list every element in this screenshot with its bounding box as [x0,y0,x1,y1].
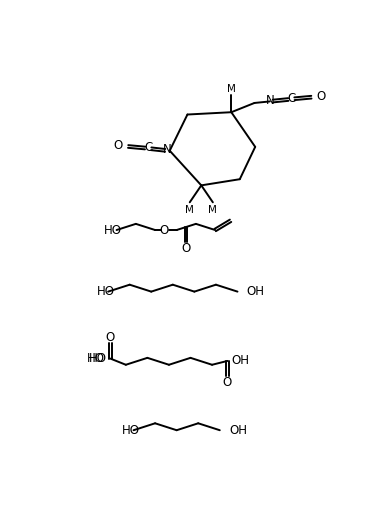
Text: M: M [185,205,194,215]
Text: OH: OH [247,285,265,298]
Text: HO: HO [88,352,106,365]
Text: O: O [181,242,190,255]
Text: O: O [106,330,115,343]
Text: C: C [144,141,152,154]
Text: O: O [160,224,169,237]
Text: C: C [287,92,296,105]
Text: O: O [223,376,232,389]
Text: OH: OH [229,424,247,437]
Text: N: N [265,94,274,107]
Text: HO: HO [87,352,105,365]
Text: O: O [317,90,326,103]
Text: HO: HO [122,424,140,437]
Text: N: N [163,143,172,156]
Text: OH: OH [231,354,249,367]
Text: M: M [208,205,217,215]
Text: O: O [113,139,123,152]
Text: HO: HO [104,224,122,237]
Text: M: M [227,84,236,94]
Text: HO: HO [97,285,115,298]
